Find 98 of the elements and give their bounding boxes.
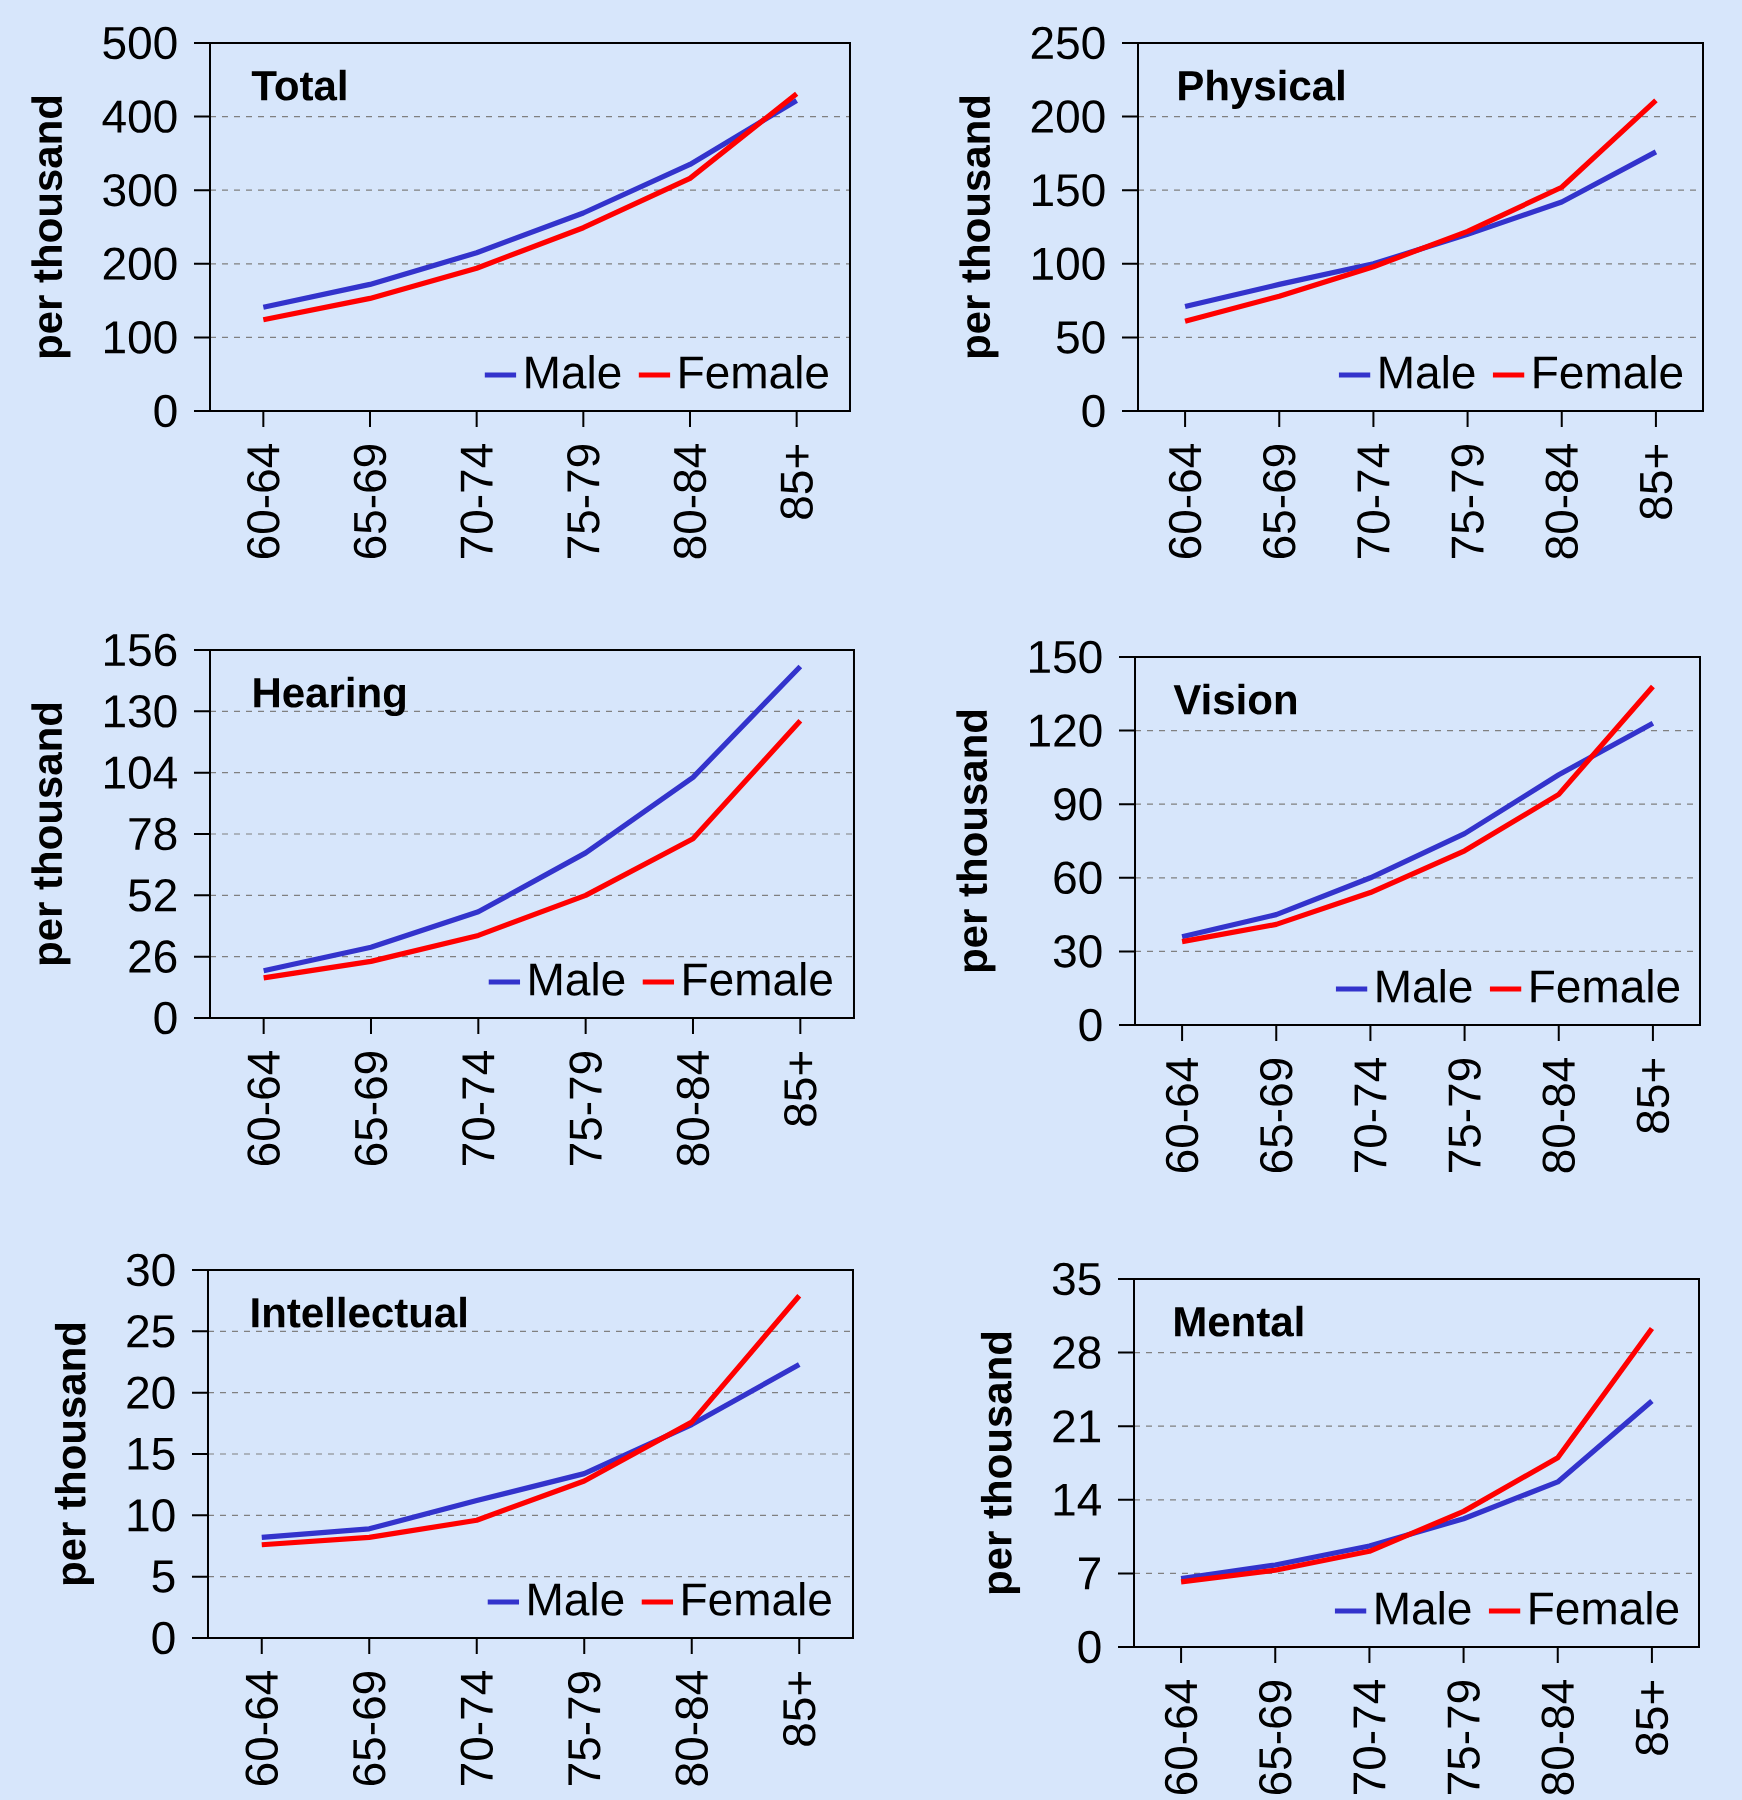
y-tick-label: 5 bbox=[152, 1560, 175, 1593]
x-tick-label: 75-79 bbox=[567, 444, 600, 559]
text: Vision bbox=[1173, 683, 1297, 715]
x-tick-label: 60-64 bbox=[247, 1051, 280, 1166]
y-tick-label: 104 bbox=[105, 756, 177, 789]
y-tick-label: 200 bbox=[1031, 100, 1105, 133]
x-tick-label: 75-79 bbox=[1448, 1058, 1481, 1173]
legend-label: Female bbox=[684, 961, 832, 996]
y-tick-label: 30 bbox=[126, 1253, 175, 1287]
y-tick-label: 0 bbox=[154, 394, 177, 428]
x-tick-label: 80-84 bbox=[1545, 444, 1579, 559]
y-axis-title: per thousand bbox=[54, 1323, 95, 1585]
y-tick-label: 26 bbox=[129, 940, 177, 973]
y-tick-label: 15 bbox=[128, 1437, 175, 1471]
x-tick-label: 80-84 bbox=[1541, 1680, 1575, 1795]
x-tick-label: 75-79 bbox=[1451, 444, 1484, 559]
y-tick-label: 150 bbox=[1030, 640, 1102, 674]
x-tick-label: 75-79 bbox=[1447, 1680, 1480, 1795]
x-tick-label: 85+ bbox=[784, 1052, 817, 1126]
y-tick-label: 78 bbox=[129, 817, 177, 851]
y-tick-label: 14 bbox=[1054, 1483, 1101, 1516]
x-tick-label: 65-69 bbox=[354, 1051, 388, 1166]
text: Intellectual bbox=[252, 1296, 466, 1328]
y-tick-label: 90 bbox=[1054, 787, 1102, 821]
x-tick-label: 70-74 bbox=[1353, 1680, 1386, 1795]
x-tick-label: 60-64 bbox=[1168, 444, 1202, 559]
y-tick-label: 0 bbox=[1082, 394, 1105, 428]
x-tick-label: 75-79 bbox=[567, 1671, 601, 1786]
x-tick-label: 60-64 bbox=[1164, 1680, 1198, 1795]
x-tick-label: 80-84 bbox=[676, 1051, 710, 1166]
y-tick-label: 150 bbox=[1033, 173, 1105, 207]
legend-label: Male bbox=[1380, 354, 1475, 389]
x-tick-label: 70-74 bbox=[1354, 1058, 1387, 1173]
y-tick-label: 100 bbox=[105, 321, 177, 354]
y-axis-title: per thousand bbox=[959, 96, 999, 358]
x-tick-label: 80-84 bbox=[675, 1671, 709, 1786]
y-tick-label: 400 bbox=[102, 100, 177, 133]
x-tick-label: 70-74 bbox=[460, 444, 493, 559]
x-tick-label: 80-84 bbox=[1542, 1058, 1576, 1173]
text: Physical bbox=[1179, 69, 1344, 109]
y-tick-label: 7 bbox=[1079, 1557, 1100, 1590]
y-tick-label: 21 bbox=[1053, 1410, 1101, 1443]
x-tick-label: 60-64 bbox=[1165, 1058, 1199, 1173]
x-tick-label: 70-74 bbox=[1357, 444, 1390, 559]
x-tick-label: 60-64 bbox=[245, 1671, 279, 1786]
text: Mental bbox=[1175, 1305, 1303, 1337]
x-tick-label: 85+ bbox=[1635, 1681, 1669, 1755]
y-tick-label: 120 bbox=[1030, 714, 1102, 747]
x-tick-label: 70-74 bbox=[460, 1671, 494, 1786]
y-tick-label: 130 bbox=[105, 695, 177, 728]
x-tick-label: 65-69 bbox=[352, 1671, 386, 1786]
y-tick-label: 500 bbox=[103, 26, 177, 60]
legend-label: Female bbox=[1530, 1590, 1679, 1625]
x-tick-label: 65-69 bbox=[1258, 1680, 1292, 1795]
legend-label: Male bbox=[1377, 968, 1472, 1003]
legend-label: Female bbox=[1534, 354, 1683, 389]
x-tick-label: 65-69 bbox=[353, 444, 387, 559]
text: Total bbox=[251, 69, 346, 101]
y-tick-label: 28 bbox=[1053, 1336, 1101, 1369]
x-tick-label: 85+ bbox=[782, 1672, 816, 1746]
y-tick-label: 300 bbox=[103, 173, 177, 207]
text: Hearing bbox=[254, 676, 406, 717]
legend-label: Male bbox=[529, 1581, 624, 1616]
y-tick-label: 20 bbox=[127, 1376, 175, 1409]
y-tick-label: 100 bbox=[1033, 247, 1105, 281]
legend-label: Female bbox=[680, 354, 828, 389]
y-tick-label: 35 bbox=[1052, 1262, 1101, 1296]
legend-label: Male bbox=[530, 961, 625, 996]
x-tick-label: 85+ bbox=[1639, 445, 1673, 519]
legend-label: Female bbox=[683, 1581, 831, 1616]
x-tick-label: 70-74 bbox=[462, 1051, 495, 1166]
y-tick-label: 0 bbox=[1078, 1630, 1101, 1664]
x-tick-label: 80-84 bbox=[673, 444, 707, 559]
y-tick-label: 50 bbox=[1056, 321, 1105, 354]
y-axis-title: per thousand bbox=[31, 96, 71, 358]
legend-label: Male bbox=[526, 354, 621, 389]
y-tick-label: 0 bbox=[154, 1001, 177, 1035]
x-tick-label: 75-79 bbox=[569, 1051, 602, 1166]
y-axis-title: per thousand bbox=[31, 703, 71, 965]
y-tick-label: 156 bbox=[105, 633, 177, 667]
y-axis-title: per thousand bbox=[956, 710, 996, 972]
x-tick-label: 85+ bbox=[780, 445, 813, 519]
x-tick-label: 60-64 bbox=[247, 444, 280, 559]
x-tick-label: 65-69 bbox=[1262, 444, 1296, 559]
legend-label: Female bbox=[1531, 968, 1680, 1003]
y-tick-label: 200 bbox=[103, 247, 177, 281]
y-tick-label: 60 bbox=[1054, 861, 1102, 895]
y-tick-label: 30 bbox=[1053, 935, 1102, 968]
y-tick-label: 25 bbox=[127, 1315, 175, 1348]
y-tick-label: 0 bbox=[1079, 1008, 1102, 1042]
x-tick-label: 65-69 bbox=[1259, 1058, 1293, 1173]
y-tick-label: 0 bbox=[152, 1621, 175, 1655]
y-tick-label: 10 bbox=[128, 1499, 175, 1532]
y-axis-title: per thousand bbox=[980, 1332, 1021, 1594]
y-tick-label: 52 bbox=[128, 879, 176, 912]
y-tick-label: 250 bbox=[1031, 26, 1105, 60]
x-tick-label: 85+ bbox=[1636, 1059, 1670, 1133]
legend-label: Male bbox=[1376, 1590, 1471, 1625]
